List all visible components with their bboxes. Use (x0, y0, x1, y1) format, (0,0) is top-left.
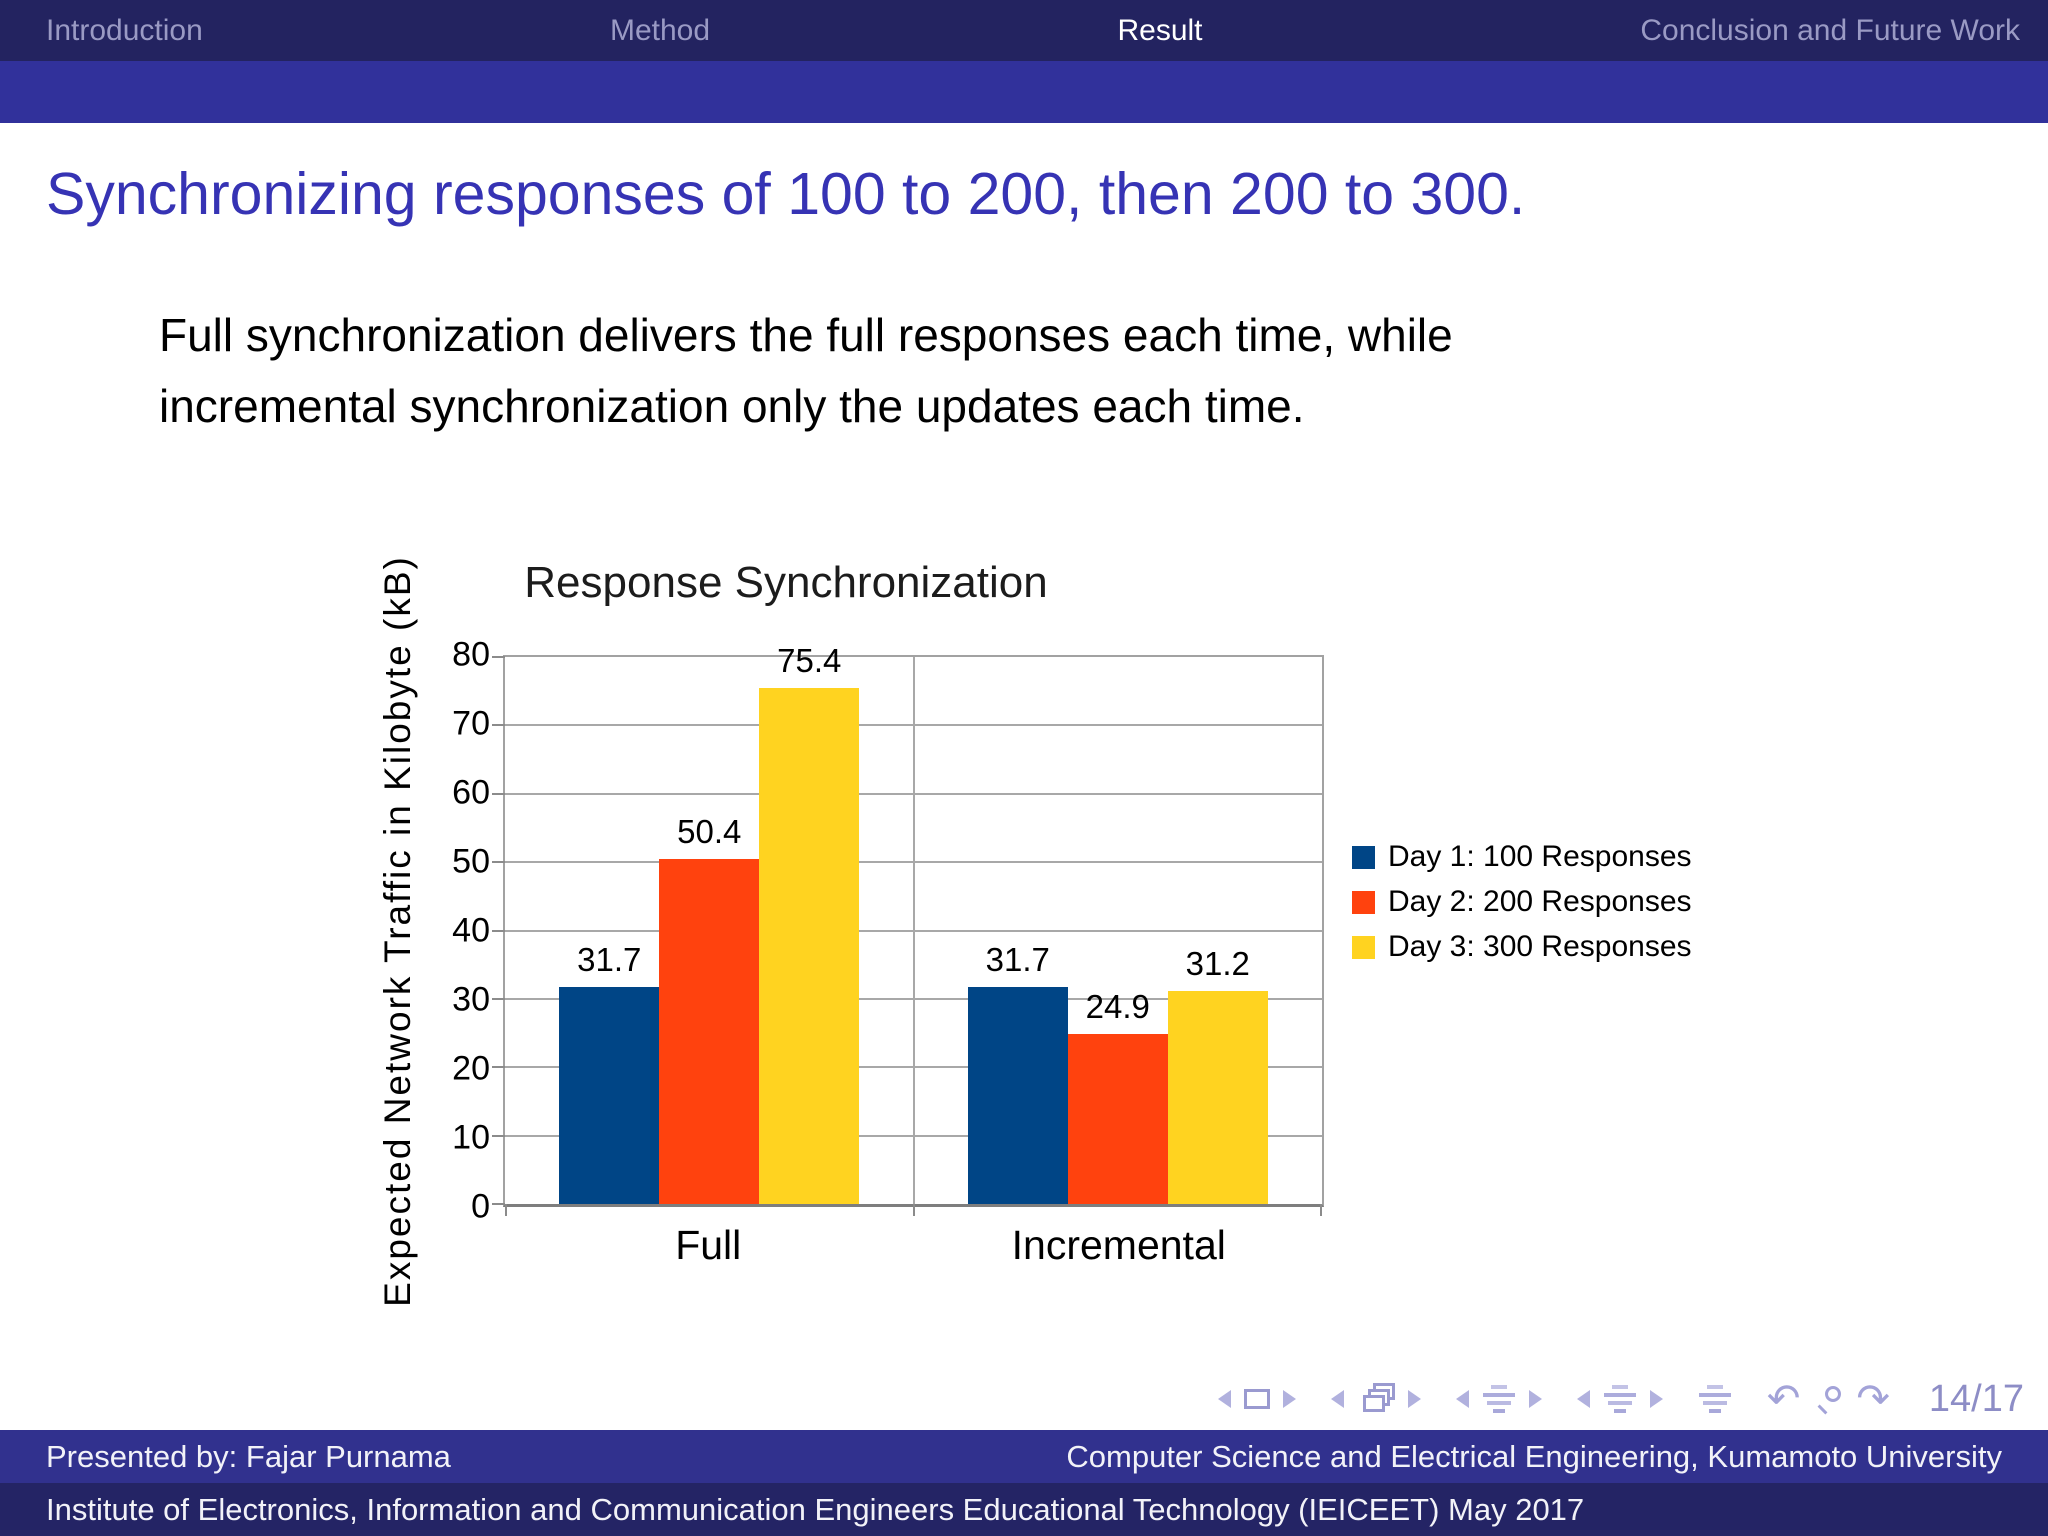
y-tick-label: 60 (452, 773, 490, 812)
footer-author-bar: Presented by: Fajar Purnama Computer Sci… (0, 1430, 2048, 1483)
legend-item: Day 2: 200 Responses (1352, 880, 1692, 924)
page-indicator: 14/17 (1928, 1377, 2024, 1420)
presentation-icon[interactable] (1698, 1385, 1732, 1413)
subsection-icon[interactable] (1603, 1385, 1637, 1413)
bar-wrap: 31.2 (1167, 657, 1268, 1204)
frames-icon[interactable] (1357, 1383, 1395, 1415)
y-tick-mark (492, 997, 505, 1000)
gridline (505, 724, 1322, 727)
prev-subsection-icon[interactable] (1576, 1390, 1590, 1408)
prev-frame-icon[interactable] (1330, 1390, 1344, 1408)
next-frame-icon[interactable] (1407, 1390, 1421, 1408)
frame-body-text: Full synchronization delivers the full r… (159, 309, 1453, 433)
y-tick-label: 70 (452, 704, 490, 743)
section-icon[interactable] (1482, 1385, 1516, 1413)
footer-venue-bar: Institute of Electronics, Information an… (0, 1483, 2048, 1536)
next-slide-icon[interactable] (1282, 1390, 1296, 1408)
gridline (505, 1134, 1322, 1137)
bar-incremental-series-3 (1167, 990, 1268, 1204)
legend-swatch (1352, 890, 1375, 914)
header-section-conclusion-and-future-work[interactable]: Conclusion and Future Work (1640, 13, 2020, 47)
bar-wrap: 75.4 (759, 642, 860, 1204)
chart-y-tick-labels: 0 10 20 30 40 50 60 70 80 (408, 636, 490, 1226)
footer-venue: Institute of Electronics, Information an… (46, 1491, 1585, 1527)
y-tick-label: 0 (471, 1187, 490, 1226)
gridline (505, 929, 1322, 932)
bar-wrap: 50.4 (659, 657, 760, 1204)
bar-full-series-3 (759, 688, 860, 1204)
bar-group-full: 31.7 50.4 75.4 (505, 642, 914, 1204)
legend-label: Day 1: 100 Responses (1388, 840, 1692, 873)
chart-title: Response Synchronization (524, 558, 1048, 607)
x-tick-mark (505, 1204, 507, 1216)
x-tick-mark (912, 1204, 915, 1216)
next-section-icon[interactable] (1528, 1390, 1542, 1408)
bar-value-label: 31.2 (1185, 944, 1250, 982)
bar-value-label: 31.7 (985, 941, 1050, 979)
x-axis-label-incremental: Incremental (1011, 1222, 1226, 1268)
legend-label: Day 3: 300 Responses (1388, 930, 1692, 963)
footer-affiliation: Computer Science and Electrical Engineer… (1066, 1438, 2002, 1474)
bar-wrap: 31.7 (967, 657, 1068, 1204)
bar-value-label: 50.4 (677, 813, 742, 851)
x-axis-label-full: Full (675, 1222, 742, 1268)
prev-slide-icon[interactable] (1217, 1390, 1231, 1408)
y-tick-label: 80 (452, 635, 490, 674)
beamer-navigation-bar: ↶ ↷ 14/17 (1217, 1376, 2024, 1422)
bar-value-label: 24.9 (1085, 987, 1150, 1025)
gridline (505, 1066, 1322, 1069)
prev-section-icon[interactable] (1455, 1390, 1469, 1408)
bar-group-incremental: 31.7 24.9 31.2 (914, 657, 1323, 1204)
frame-title: Synchronizing responses of 100 to 200, t… (46, 161, 1526, 227)
bar-value-label: 75.4 (777, 642, 842, 680)
header-section-introduction[interactable]: Introduction (46, 13, 203, 47)
y-tick-label: 30 (452, 980, 490, 1019)
chart-legend: Day 1: 100 Responses Day 2: 200 Responses… (1352, 835, 1692, 969)
y-tick-mark (492, 724, 505, 727)
y-tick-mark (492, 1134, 505, 1137)
legend-item: Day 1: 100 Responses (1352, 835, 1692, 879)
bar-incremental-series-2 (1067, 1033, 1168, 1204)
y-tick-mark (492, 861, 505, 864)
go-forward-icon[interactable]: ↷ (1856, 1376, 1890, 1422)
header-accent-bar (0, 61, 2048, 123)
gridline (505, 997, 1322, 1000)
y-tick-label: 20 (452, 1049, 490, 1088)
go-back-icon[interactable]: ↶ (1766, 1376, 1801, 1422)
bar-wrap: 24.9 (1067, 657, 1168, 1204)
slide-icon[interactable] (1243, 1389, 1270, 1409)
y-tick-mark (492, 656, 505, 658)
legend-item: Day 3: 300 Responses (1352, 925, 1692, 969)
footer-presented-by: Presented by: Fajar Purnama (46, 1438, 451, 1474)
bar-wrap: 31.7 (559, 657, 660, 1204)
header-section-bar: Introduction Method Result Conclusion and F… (0, 0, 2048, 61)
gridline (505, 861, 1322, 864)
bar-full-series-1 (559, 987, 660, 1204)
legend-label: Day 2: 200 Responses (1388, 885, 1692, 918)
header-section-method[interactable]: Method (609, 13, 711, 47)
y-tick-label: 50 (452, 842, 490, 881)
y-tick-mark (492, 1203, 505, 1205)
y-tick-mark (492, 1066, 505, 1069)
gridline (505, 792, 1322, 795)
header-section-result[interactable]: Result (1117, 13, 1203, 47)
chart-x-axis-labels: Full Incremental (503, 1222, 1324, 1272)
legend-swatch (1352, 935, 1375, 959)
bar-incremental-series-1 (967, 987, 1068, 1204)
y-tick-mark (492, 792, 505, 795)
chart-plot-area: 31.7 50.4 75.4 31.7 24.9 31.2 (492, 642, 1324, 1216)
bar-value-label: 31.7 (577, 941, 642, 979)
y-tick-label: 40 (452, 911, 490, 950)
search-icon[interactable] (1813, 1384, 1843, 1415)
bar-full-series-2 (659, 859, 760, 1204)
y-tick-label: 10 (452, 1118, 490, 1157)
next-subsection-icon[interactable] (1649, 1390, 1663, 1408)
x-tick-mark (1320, 1204, 1322, 1216)
y-tick-mark (492, 929, 505, 932)
legend-swatch (1352, 845, 1375, 869)
